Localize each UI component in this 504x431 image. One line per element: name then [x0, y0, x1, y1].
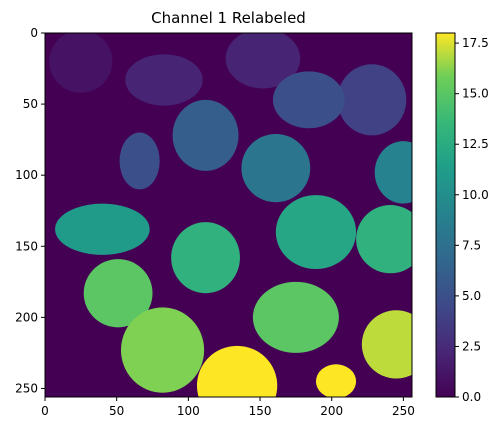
region-label-15-13 — [83, 259, 153, 328]
region-label-12-10 — [275, 195, 357, 270]
region-label-16-15 — [120, 307, 205, 393]
x-tick-label: 200 — [320, 404, 343, 418]
x-tick-label: 100 — [177, 404, 200, 418]
colorbar-tick-label: 17.5 — [462, 36, 489, 50]
colorbar-tick-label: 10.0 — [462, 188, 489, 202]
colorbar-tick-label: 0.0 — [462, 390, 481, 404]
x-tick-label: 150 — [249, 404, 272, 418]
colorbar-tick-label: 15.0 — [462, 87, 489, 101]
plot-frame — [44, 32, 413, 398]
region-label-4-3 — [337, 64, 407, 136]
colorbar — [435, 32, 456, 398]
labeled-regions — [49, 33, 412, 397]
colorbar-tick-label: 5.0 — [462, 289, 481, 303]
y-tick-label: 250 — [15, 381, 38, 395]
region-label-17-16 — [361, 310, 412, 379]
y-tick-label: 200 — [15, 310, 38, 324]
y-tick-label: 50 — [23, 97, 38, 111]
plot-area — [45, 33, 412, 397]
region-label-18-18 — [315, 364, 357, 397]
x-tick-label: 250 — [392, 404, 415, 418]
x-tick-label: 0 — [41, 404, 49, 418]
region-label-5-4 — [272, 71, 345, 129]
region-label-2-1 — [125, 54, 203, 106]
region-label-5-5 — [119, 132, 160, 190]
region-label-13-12 — [171, 222, 240, 294]
region-label-2-2 — [225, 33, 301, 89]
region-label-18-17 — [196, 345, 278, 397]
y-tick-label: 150 — [15, 239, 38, 253]
colorbar-tick-label: 12.5 — [462, 137, 489, 151]
chart-title: Channel 1 Relabeled — [151, 9, 306, 27]
region-label-8-7 — [241, 133, 311, 203]
x-tick-label: 50 — [109, 404, 124, 418]
region-label-15-14 — [252, 281, 339, 353]
region-label-11-9 — [55, 203, 150, 255]
region-label-6-6 — [172, 99, 239, 171]
y-tick-label: 100 — [15, 168, 38, 182]
region-label-9-8 — [374, 141, 412, 204]
colorbar-tick-label: 7.5 — [462, 238, 481, 252]
y-tick-label: 0 — [30, 26, 38, 40]
region-label-1-0 — [49, 33, 113, 93]
colorbar-axis: 0.0 2.5 5.0 7.5 10.0 12.5 15.0 17.5 — [455, 36, 489, 404]
region-label-13-11 — [356, 205, 412, 274]
x-axis: 0 50 100 150 200 250 — [41, 397, 415, 418]
y-axis: 0 50 100 150 200 250 — [15, 26, 45, 395]
colorbar-tick-label: 2.5 — [462, 339, 481, 353]
